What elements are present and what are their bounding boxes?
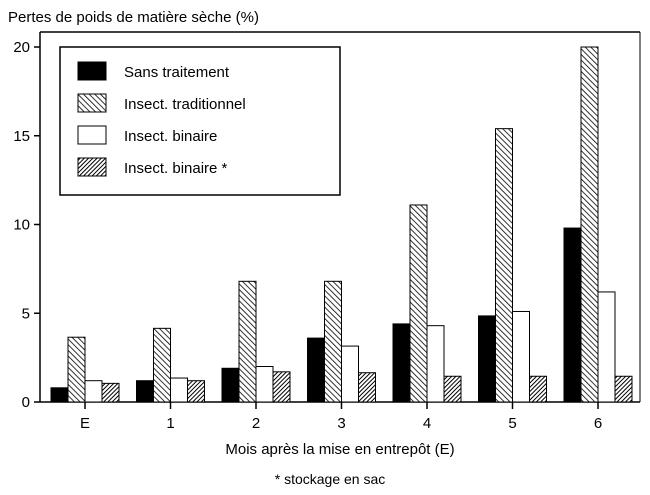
x-tick-label: E: [80, 415, 90, 432]
bar-sans-traitement-1: [136, 380, 154, 403]
bar-insect-binaire--2: [272, 371, 291, 403]
footnote: * stockage en sac: [275, 471, 386, 487]
bar-insect-binaire--1: [187, 380, 205, 403]
bar-sans-traitement-6: [563, 227, 582, 403]
bar-insect-binaire-E: [84, 380, 103, 403]
legend-label: Insect. binaire *: [124, 160, 228, 177]
legend-label: Insect. traditionnel: [124, 96, 246, 113]
legend-swatch: [77, 93, 107, 113]
bar-insect-traditionnel-2: [238, 280, 257, 403]
bar-sans-traitement-E: [50, 387, 69, 403]
bar-insect-traditionnel-1: [153, 327, 171, 403]
bar-insect-binaire--4: [443, 375, 462, 403]
x-tick-label: 4: [423, 415, 431, 432]
y-tick-label: 0: [22, 394, 30, 411]
y-tick-label: 15: [13, 128, 30, 145]
bar-sans-traitement-4: [392, 323, 411, 403]
bar-insect-traditionnel-E: [67, 336, 86, 403]
bar-sans-traitement-5: [478, 315, 496, 403]
bar-insect-binaire--E: [101, 382, 120, 403]
x-axis-label: Mois après la mise en entrepôt (E): [225, 441, 454, 458]
x-tick-label: 3: [337, 415, 345, 432]
bar-insect-binaire--3: [358, 372, 376, 403]
legend-swatch: [77, 125, 107, 145]
bar-insect-binaire-1: [170, 377, 188, 403]
bar-sans-traitement-2: [221, 367, 240, 403]
legend-label: Sans traitement: [124, 64, 230, 81]
x-tick-label: 6: [594, 415, 602, 432]
bar-insect-binaire-5: [512, 310, 530, 403]
bar-insect-binaire-6: [597, 291, 616, 403]
bar-insect-traditionnel-6: [580, 46, 599, 403]
legend-swatch: [77, 61, 107, 81]
bar-insect-binaire-3: [341, 345, 359, 403]
bar-insect-binaire-2: [255, 366, 274, 403]
x-tick-label: 2: [252, 415, 260, 432]
bar-insect-traditionnel-3: [324, 280, 342, 403]
x-tick-label: 1: [166, 415, 174, 432]
bar-insect-traditionnel-4: [409, 204, 428, 403]
legend-label: Insect. binaire: [124, 128, 217, 145]
y-tick-label: 10: [13, 217, 30, 234]
legend: Sans traitement Insect. traditionnel Insec…: [59, 46, 341, 196]
bar-insect-binaire--6: [614, 375, 633, 403]
y-tick-label: 20: [13, 39, 30, 56]
bar-sans-traitement-3: [307, 337, 325, 403]
legend-swatch: [77, 157, 107, 177]
chart-title: Pertes de poids de matière sèche (%): [8, 9, 259, 26]
x-tick-label: 5: [508, 415, 516, 432]
bar-insect-binaire--5: [529, 375, 547, 403]
bar-insect-traditionnel-5: [495, 128, 513, 403]
y-tick-label: 5: [22, 305, 30, 322]
bar-insect-binaire-4: [426, 325, 445, 403]
